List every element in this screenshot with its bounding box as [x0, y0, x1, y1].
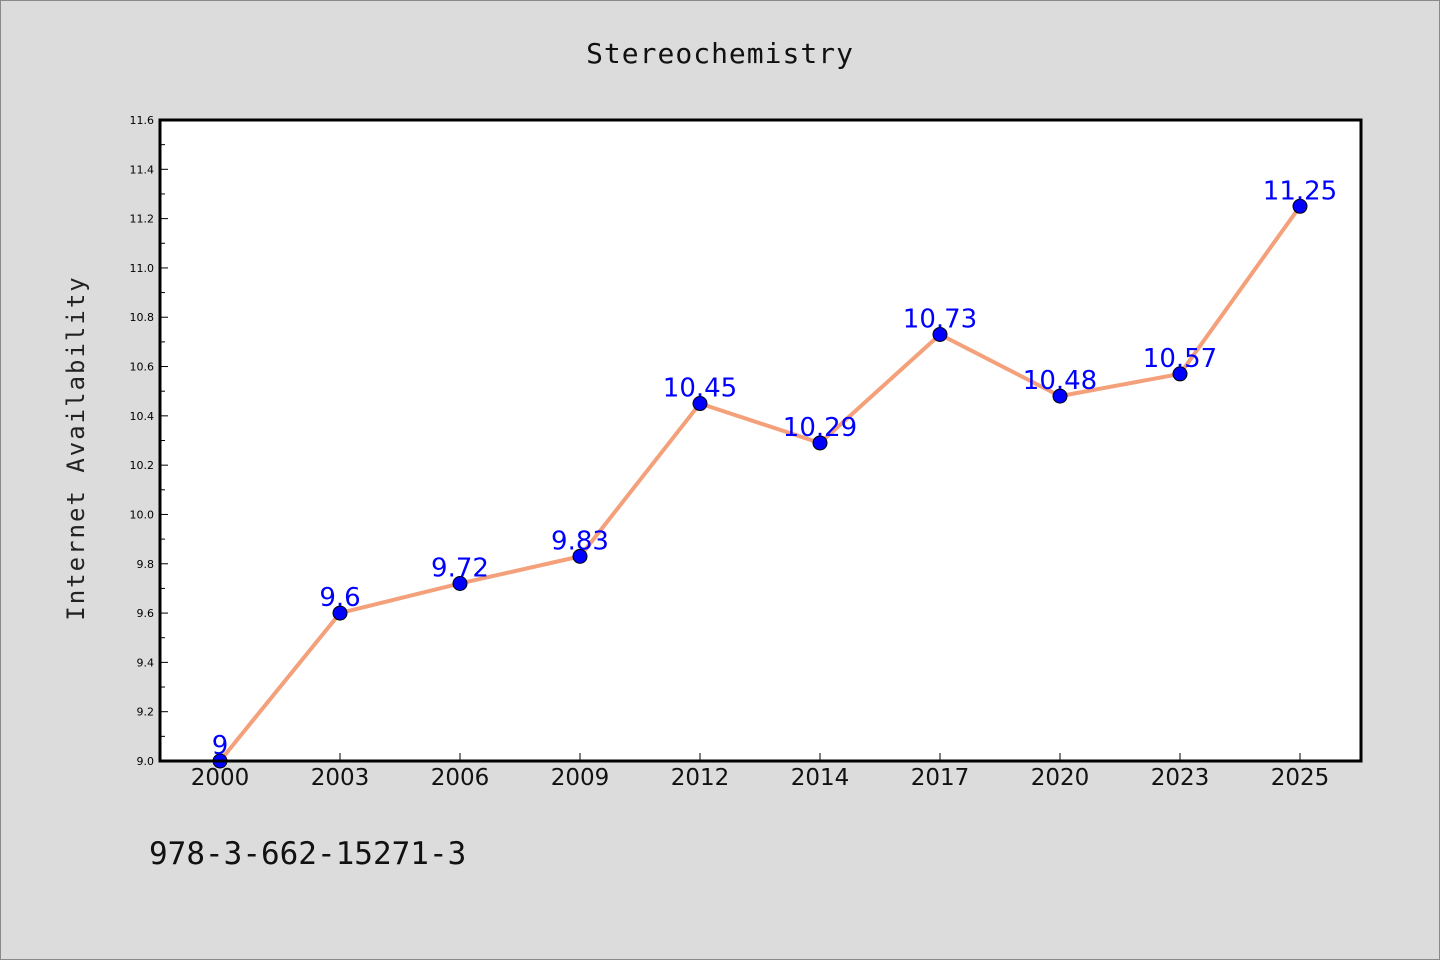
data-point-marker	[452, 575, 468, 591]
x-tick-label: 2023	[1151, 765, 1210, 791]
data-point-marker	[1052, 388, 1068, 404]
y-tick-label: 9.6	[137, 607, 155, 620]
y-tick-label: 11.6	[130, 114, 155, 127]
x-tick-label: 2009	[551, 765, 610, 791]
plot-border	[158, 118, 1363, 763]
data-point-marker	[932, 326, 948, 342]
data-label: 10.73	[903, 304, 977, 334]
data-point-marker	[692, 396, 708, 412]
y-tick-label: 10.0	[130, 508, 155, 521]
data-labels: 9 9.6 9.72 9.83 10.45 10.29 10.73 10.48 10.57 11.…	[212, 176, 1337, 761]
chart-title: Stereochemistry	[586, 37, 854, 70]
data-label: 10.29	[783, 413, 857, 443]
x-tick-label: 2000	[191, 765, 250, 791]
y-tick-label: 9.4	[137, 656, 155, 669]
data-label: 10.48	[1023, 366, 1097, 396]
y-tick-label: 10.8	[130, 311, 155, 324]
y-tick-label: 11.2	[130, 213, 155, 226]
data-label: 10.57	[1143, 344, 1217, 374]
x-axis-ticks: 2000 2003 2006 2009 2012 2014 2017 2020 2023 2025	[191, 753, 1330, 791]
y-tick-label: 9.8	[137, 558, 155, 571]
series-line-group	[218, 205, 1302, 763]
isbn-footnote: 978-3-662-15271-3	[149, 836, 466, 872]
x-tick-label: 2003	[311, 765, 370, 791]
data-point-marker	[572, 548, 588, 564]
series-line	[218, 205, 1302, 763]
y-tick-label: 10.6	[130, 361, 155, 374]
x-tick-label: 2020	[1031, 765, 1090, 791]
data-label: 9	[212, 731, 229, 761]
data-label: 9.6	[319, 583, 360, 613]
x-tick-label: 2017	[911, 765, 970, 791]
data-label: 11.25	[1263, 176, 1337, 206]
data-label: 10.45	[663, 374, 737, 404]
data-point-marker	[812, 435, 828, 451]
data-label: 9.72	[431, 553, 489, 583]
data-point-marker	[1292, 198, 1308, 214]
y-axis-label: Internet Availability	[62, 275, 90, 620]
x-tick-label: 2014	[791, 765, 850, 791]
data-point-marker	[1172, 366, 1188, 382]
data-point-marker	[332, 605, 348, 621]
plot-area	[160, 120, 1361, 761]
data-label: 9.83	[551, 526, 609, 556]
y-tick-label: 11.0	[130, 262, 155, 275]
y-tick-label: 10.4	[130, 410, 155, 423]
x-tick-label: 2006	[431, 765, 490, 791]
y-tick-label: 9.2	[137, 706, 155, 719]
x-tick-label: 2012	[671, 765, 730, 791]
y-tick-label: 9.0	[137, 755, 155, 768]
x-tick-label: 2025	[1271, 765, 1330, 791]
y-tick-label: 10.2	[130, 459, 155, 472]
y-tick-label: 11.4	[130, 163, 155, 176]
